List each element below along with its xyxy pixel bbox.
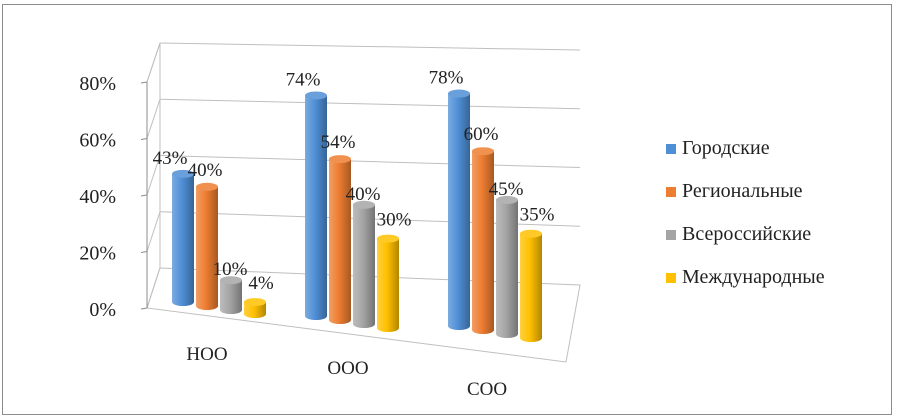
bar-body <box>305 95 327 320</box>
bar-body <box>244 302 266 318</box>
data-label: 78% <box>429 68 464 89</box>
bar <box>305 91 327 320</box>
bar-top <box>377 234 399 243</box>
bar <box>244 298 266 318</box>
bar-top <box>172 169 194 178</box>
bar <box>448 89 470 330</box>
gridline-side <box>146 99 161 139</box>
data-label: 43% <box>153 148 188 169</box>
y-tick-label: 60% <box>79 130 116 152</box>
legend-label: Региональные <box>682 180 803 202</box>
y-tick-label: 80% <box>79 73 116 95</box>
data-label: 40% <box>346 184 381 205</box>
legend-swatch <box>666 187 676 197</box>
data-label: 4% <box>248 273 274 294</box>
legend: Городские Региональные Всероссийские Междун… <box>666 137 825 288</box>
bar <box>377 234 399 332</box>
y-tick-label: 40% <box>79 186 116 208</box>
gridline <box>159 42 581 51</box>
gridline-side <box>146 211 161 252</box>
category-label: СОО <box>467 379 507 400</box>
legend-item: Городские <box>666 137 770 159</box>
legend-item: Международные <box>666 266 825 288</box>
data-label: 74% <box>286 69 321 90</box>
bar-body <box>496 199 518 338</box>
legend-swatch <box>666 230 676 240</box>
bar-top <box>196 182 218 191</box>
data-labels: 43% 74% 78% 40% 54% 60% 10% 40% 45% 4% 30% 35% <box>153 68 555 295</box>
bar <box>196 182 218 310</box>
legend-label: Всероссийские <box>682 223 811 245</box>
bar-body <box>377 238 399 332</box>
bar-body <box>448 93 470 330</box>
data-label: 10% <box>213 259 248 280</box>
bars <box>172 89 542 342</box>
legend-label: Городские <box>682 137 770 159</box>
category-label: ООО <box>327 358 368 379</box>
bar-body <box>472 151 494 334</box>
bar-top <box>220 276 242 285</box>
bar-top <box>305 91 327 100</box>
bar <box>220 276 242 314</box>
gridline <box>159 155 581 168</box>
data-label: 40% <box>188 160 223 181</box>
category-labels: НОО ООО СОО <box>186 344 507 400</box>
y-tick-mark <box>140 81 148 84</box>
bar <box>353 200 375 328</box>
data-label: 30% <box>377 210 412 231</box>
data-label: 35% <box>520 205 555 226</box>
gridline-side <box>146 155 161 196</box>
bar-body <box>220 280 242 314</box>
data-label: 54% <box>321 132 356 153</box>
bar-body <box>196 186 218 310</box>
legend-item: Региональные <box>666 180 803 202</box>
y-tick-mark <box>140 307 148 310</box>
y-tick-label: 0% <box>89 299 116 321</box>
legend-swatch <box>666 144 676 154</box>
legend-label: Международные <box>682 266 825 288</box>
y-tick-mark <box>140 194 148 197</box>
bar-body <box>353 204 375 328</box>
bar-top <box>244 298 266 307</box>
y-tick-label: 20% <box>79 243 116 265</box>
gridline <box>159 98 581 110</box>
bar-top <box>448 89 470 98</box>
data-label: 60% <box>464 124 499 145</box>
bar <box>172 169 194 306</box>
bar-top <box>353 200 375 209</box>
bar-body <box>329 159 351 324</box>
y-tick-mark <box>140 138 148 140</box>
bar <box>520 229 542 342</box>
bar-body <box>172 173 194 306</box>
bar <box>496 195 518 338</box>
bar-top <box>496 195 518 204</box>
bar-body <box>520 233 542 342</box>
y-axis-ticks: 0% 20% 40% 60% 80% <box>79 73 116 321</box>
gridline-side <box>146 42 161 83</box>
category-label: НОО <box>186 344 227 365</box>
bar <box>472 147 494 334</box>
bar-top <box>329 155 351 164</box>
bar-top <box>472 147 494 156</box>
legend-item: Всероссийские <box>666 223 811 245</box>
gridline-side <box>146 267 161 309</box>
data-label: 45% <box>489 179 524 200</box>
legend-swatch <box>666 273 676 283</box>
bar-top <box>520 229 542 238</box>
bar <box>329 155 351 324</box>
y-tick-mark <box>140 251 148 253</box>
